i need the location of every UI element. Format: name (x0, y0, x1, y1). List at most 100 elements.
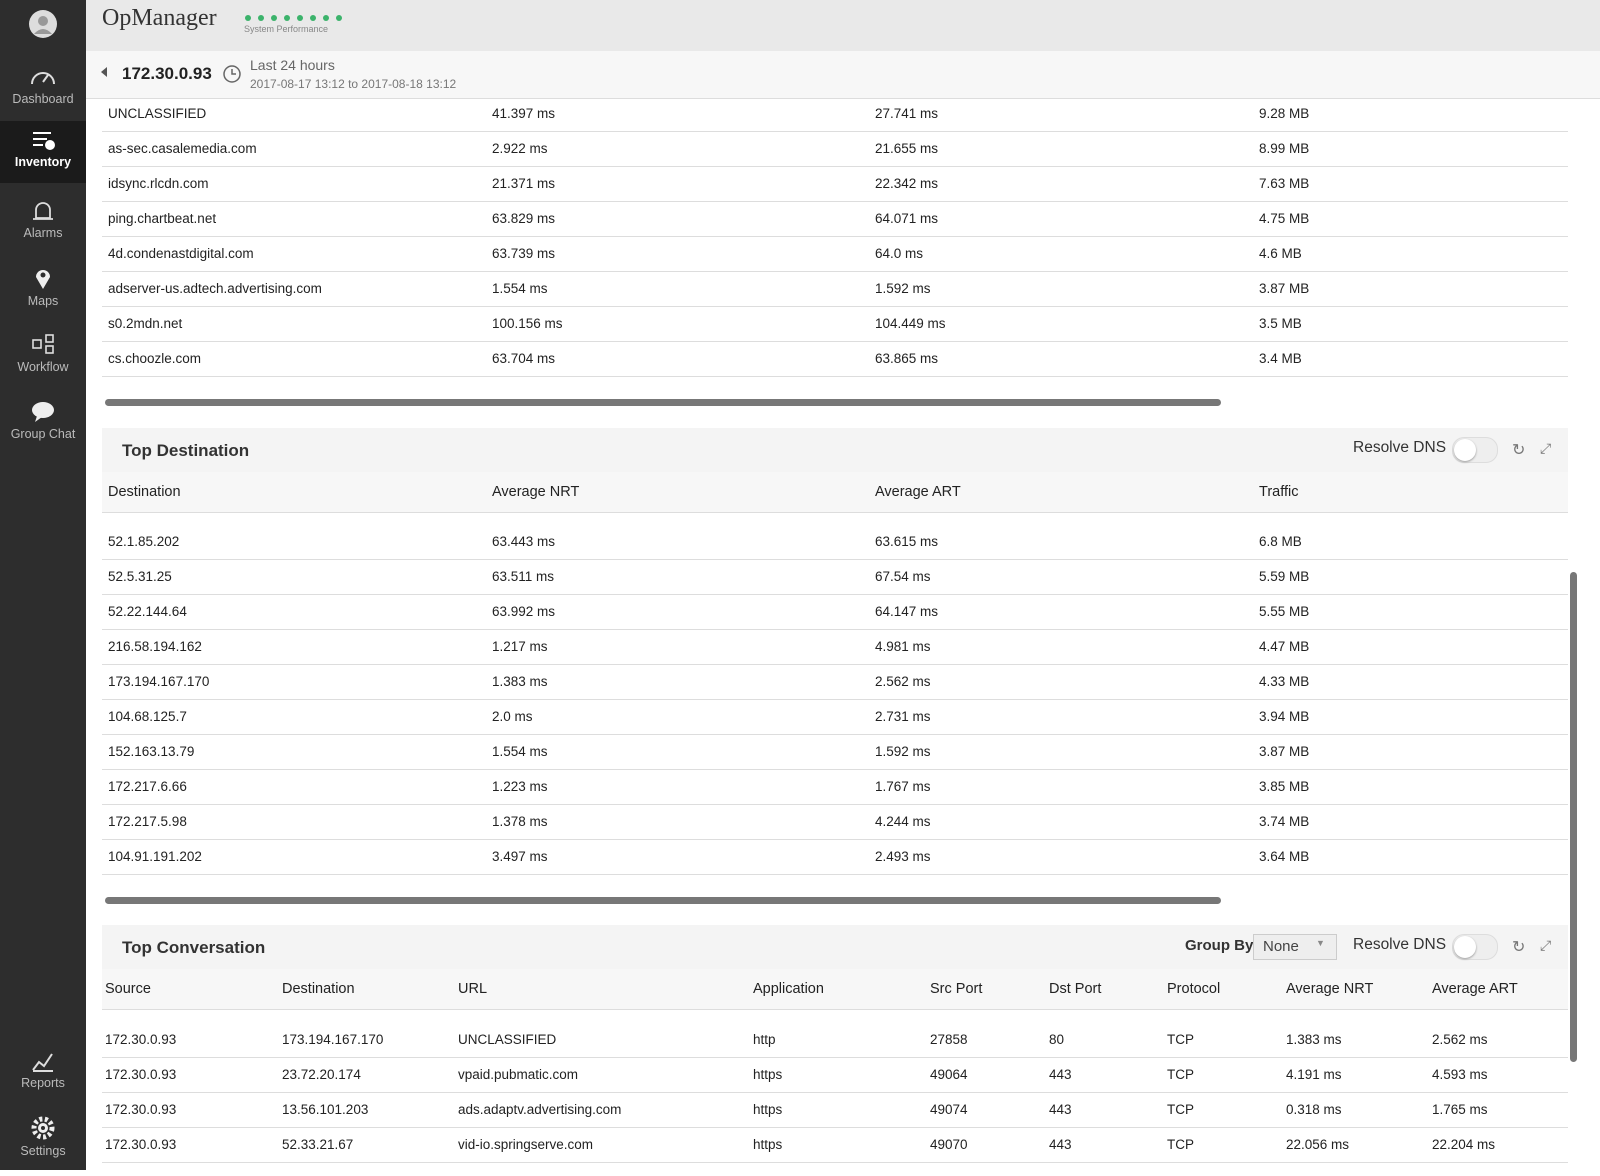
column-header[interactable]: Average NRT (492, 484, 580, 500)
date-range: 2017-08-17 13:12 to 2017-08-18 13:12 (250, 77, 457, 91)
panel-header (102, 925, 1568, 969)
table-cell: 216.58.194.162 (108, 639, 202, 654)
column-header[interactable]: Traffic (1259, 484, 1299, 500)
period[interactable]: Last 24 hours (250, 57, 335, 73)
nav-item[interactable]: Group Chat (0, 393, 86, 459)
table-cell: 21.655 ms (875, 141, 939, 156)
table-cell: 3.87 MB (1259, 744, 1310, 759)
table-cell: 104.68.125.7 (108, 709, 187, 724)
icon (36, 270, 50, 289)
column-header[interactable]: Average NRT (1286, 981, 1374, 997)
table-cell: 4.191 ms (1286, 1067, 1342, 1082)
table-cell: 52.33.21.67 (282, 1137, 354, 1152)
table-cell: s0.2mdn.net (108, 316, 183, 331)
row-divider (102, 306, 1568, 307)
table-cell: 1.383 ms (1286, 1032, 1342, 1047)
nav-item[interactable]: Settings (0, 1110, 86, 1176)
dropdown-caret: ▼ (1316, 938, 1325, 948)
table-cell: adserver-us.adtech.advertising.com (108, 281, 322, 296)
table-cell: 67.54 ms (875, 569, 931, 584)
nav-item[interactable]: Workflow (0, 326, 86, 392)
table-cell: 6.8 MB (1259, 534, 1302, 549)
row-divider (102, 874, 1568, 875)
table-cell: 7.63 MB (1259, 176, 1310, 191)
nav-label: Workflow (17, 360, 69, 374)
column-header[interactable]: Dst Port (1049, 981, 1102, 997)
column-header[interactable]: Application (753, 981, 824, 997)
table-cell: 173.194.167.170 (282, 1032, 384, 1047)
table-cell: 41.397 ms (492, 106, 556, 121)
table-cell: vid-io.springserve.com (458, 1137, 594, 1152)
column-header[interactable]: Protocol (1167, 981, 1221, 997)
table-cell: 52.1.85.202 (108, 534, 180, 549)
table-cell: 52.22.144.64 (108, 604, 187, 619)
icon (31, 1116, 55, 1140)
table-cell: 104.449 ms (875, 316, 946, 331)
table-cell: 21.371 ms (492, 176, 556, 191)
column-header[interactable]: Destination (108, 484, 181, 500)
table-cell: 172.30.0.93 (105, 1102, 177, 1117)
table-cell: 100.156 ms (492, 316, 563, 331)
row-divider (102, 804, 1568, 805)
table-cell: 5.59 MB (1259, 569, 1310, 584)
table-cell: 1.378 ms (492, 814, 548, 829)
column-header[interactable]: Average ART (1432, 981, 1518, 997)
column-header[interactable]: URL (458, 981, 488, 997)
refresh-icon[interactable]: ↻ (1512, 939, 1526, 956)
v-scrollbar[interactable] (1570, 572, 1577, 1062)
table-cell: 63.511 ms (492, 569, 555, 584)
row-divider (102, 664, 1568, 665)
row-divider (102, 201, 1568, 202)
nav-label: Maps (27, 294, 59, 308)
table-cell: 64.147 ms (875, 604, 939, 619)
table-cell: 22.204 ms (1432, 1137, 1496, 1152)
table-cell: 3.94 MB (1259, 709, 1310, 724)
nav-item[interactable]: Maps (0, 260, 86, 326)
table-cell: 22.342 ms (875, 176, 939, 191)
avatar[interactable] (28, 9, 58, 39)
table-cell: 63.992 ms (492, 604, 556, 619)
back-arrow[interactable] (100, 67, 108, 77)
table-cell: 172.30.0.93 (105, 1067, 177, 1082)
table-cell: 4.981 ms (875, 639, 931, 654)
row-divider (102, 1057, 1568, 1058)
nav-label: Reports (21, 1076, 65, 1090)
column-header[interactable]: Average ART (875, 484, 961, 500)
nav-item[interactable]: Dashboard (0, 58, 86, 124)
table-cell: 23.72.20.174 (282, 1067, 361, 1082)
row-divider (102, 376, 1568, 377)
table-cell: idsync.rlcdn.com (108, 176, 209, 191)
group-by-label: Group By (1185, 937, 1254, 954)
table-cell: 49070 (930, 1137, 968, 1152)
group-by-select[interactable] (1253, 934, 1337, 960)
nav-item[interactable]: Alarms (0, 192, 86, 258)
table-cell: 2.0 ms (492, 709, 533, 724)
nav-item[interactable]: Inventory (0, 121, 86, 183)
refresh-icon[interactable]: ↻ (1512, 442, 1526, 459)
table-cell: 443 (1049, 1137, 1072, 1152)
table-cell: 4.593 ms (1432, 1067, 1488, 1082)
column-header[interactable]: Source (105, 981, 151, 997)
toggle[interactable] (1452, 437, 1498, 463)
column-header-row (102, 969, 1568, 1010)
toggle[interactable] (1452, 934, 1498, 960)
column-header[interactable]: Src Port (930, 981, 983, 997)
expand-icon[interactable]: ⤢ (1540, 937, 1552, 953)
table-cell: 3.5 MB (1259, 316, 1302, 331)
nav-item[interactable]: Reports (0, 1042, 86, 1108)
table-cell: 2.922 ms (492, 141, 548, 156)
table-cell: 3.85 MB (1259, 779, 1310, 794)
h-scrollbar[interactable] (105, 399, 1221, 406)
group-by-value[interactable]: None (1263, 938, 1299, 955)
table-cell: 173.194.167.170 (108, 674, 210, 689)
nav-label: Group Chat (10, 427, 76, 441)
table-cell: 3.4 MB (1259, 351, 1302, 366)
table-cell: 3.87 MB (1259, 281, 1310, 296)
column-header[interactable]: Destination (282, 981, 355, 997)
h-scrollbar[interactable] (105, 897, 1221, 904)
nav-label: Alarms (23, 226, 63, 240)
table-cell: https (753, 1102, 783, 1117)
expand-icon[interactable]: ⤢ (1540, 440, 1552, 456)
table-cell: 172.30.0.93 (105, 1137, 177, 1152)
table-cell: 1.383 ms (492, 674, 548, 689)
